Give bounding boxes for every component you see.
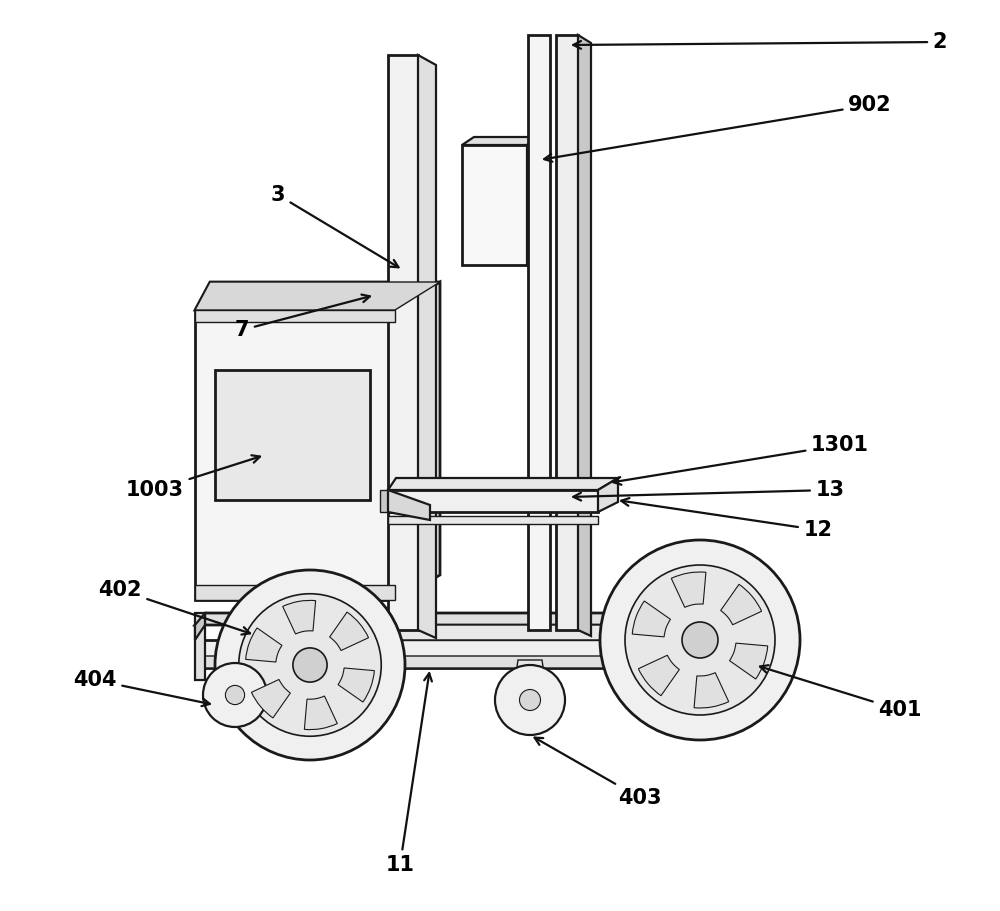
Wedge shape xyxy=(283,600,316,634)
Polygon shape xyxy=(195,613,660,625)
Wedge shape xyxy=(694,672,729,708)
Wedge shape xyxy=(638,655,679,696)
Polygon shape xyxy=(650,600,720,640)
Bar xyxy=(388,516,598,524)
Bar xyxy=(388,490,598,512)
Circle shape xyxy=(625,565,775,715)
Bar xyxy=(388,55,418,630)
Circle shape xyxy=(203,663,267,727)
Polygon shape xyxy=(222,660,248,680)
Polygon shape xyxy=(515,660,545,680)
Polygon shape xyxy=(650,600,720,640)
Polygon shape xyxy=(395,282,440,600)
Text: 13: 13 xyxy=(573,480,844,500)
Circle shape xyxy=(215,570,405,760)
Text: 11: 11 xyxy=(386,673,432,875)
Polygon shape xyxy=(195,282,440,310)
Polygon shape xyxy=(598,478,618,512)
Wedge shape xyxy=(338,668,374,702)
Polygon shape xyxy=(700,588,730,620)
Bar xyxy=(195,310,395,322)
Text: 403: 403 xyxy=(535,738,662,808)
Polygon shape xyxy=(462,137,539,145)
Polygon shape xyxy=(195,613,205,680)
Polygon shape xyxy=(380,490,388,512)
Wedge shape xyxy=(671,572,706,608)
Polygon shape xyxy=(300,640,600,668)
Polygon shape xyxy=(418,55,436,638)
Text: 402: 402 xyxy=(98,580,250,635)
Wedge shape xyxy=(729,643,768,679)
Circle shape xyxy=(239,594,381,736)
Bar xyxy=(215,370,370,500)
Circle shape xyxy=(293,648,327,682)
Bar xyxy=(462,145,527,265)
Polygon shape xyxy=(195,282,440,310)
Text: 902: 902 xyxy=(544,95,892,161)
Polygon shape xyxy=(300,625,615,640)
Text: 7: 7 xyxy=(235,294,370,340)
Circle shape xyxy=(600,540,800,740)
Bar xyxy=(195,310,395,600)
Polygon shape xyxy=(578,35,591,636)
Polygon shape xyxy=(655,590,700,635)
Bar xyxy=(528,35,550,630)
Text: 1301: 1301 xyxy=(613,435,869,485)
Wedge shape xyxy=(721,584,762,625)
Text: 1003: 1003 xyxy=(126,456,260,500)
Text: 401: 401 xyxy=(760,665,922,720)
Wedge shape xyxy=(251,680,290,718)
Text: 2: 2 xyxy=(573,32,947,52)
Circle shape xyxy=(495,665,565,735)
Polygon shape xyxy=(195,640,650,668)
Polygon shape xyxy=(527,137,539,265)
Circle shape xyxy=(682,622,718,658)
Wedge shape xyxy=(304,696,337,730)
Polygon shape xyxy=(195,656,660,668)
Wedge shape xyxy=(330,612,369,650)
Text: 404: 404 xyxy=(73,670,210,706)
Text: 12: 12 xyxy=(621,498,832,540)
Wedge shape xyxy=(632,601,671,637)
Bar xyxy=(556,35,578,630)
Circle shape xyxy=(520,690,540,711)
Polygon shape xyxy=(388,490,430,520)
Text: 3: 3 xyxy=(271,185,398,267)
Bar xyxy=(195,585,395,600)
Circle shape xyxy=(225,685,245,704)
Polygon shape xyxy=(195,613,205,640)
Polygon shape xyxy=(388,478,618,490)
Wedge shape xyxy=(246,628,282,662)
